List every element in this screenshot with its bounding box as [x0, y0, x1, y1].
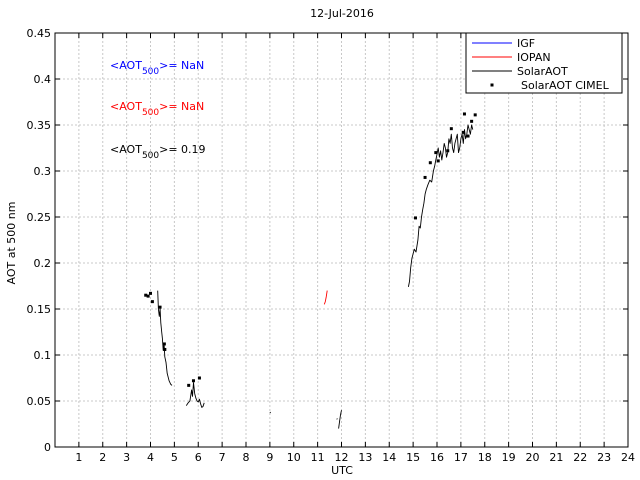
x-tick-label: 9	[266, 451, 273, 464]
series-line-solaraot	[336, 418, 338, 420]
y-axis-label: AOT at 500 nm	[5, 202, 18, 285]
aot-mean-annotation: <AOT500>= NaN	[110, 100, 204, 118]
y-tick-label: 0	[44, 441, 51, 454]
y-tick-label: 0.25	[27, 211, 52, 224]
data-point-solaraot-cimel	[158, 305, 162, 309]
x-tick-label: 17	[454, 451, 468, 464]
grid	[55, 32, 629, 448]
aot-annotation-value: >= NaN	[159, 100, 204, 113]
x-tick-label: 5	[171, 451, 178, 464]
legend-label-iopan: IOPAN	[517, 51, 551, 64]
aot-annotation-prefix: <AOT	[110, 100, 142, 113]
x-axis-label: UTC	[331, 464, 353, 477]
data-point-solaraot-cimel	[434, 151, 438, 155]
aot-mean-annotation: <AOT500>= 0.19	[110, 143, 206, 161]
series-line-solaraot	[338, 410, 342, 429]
data-point-solaraot-cimel	[436, 159, 440, 163]
x-tick-label: 4	[147, 451, 154, 464]
y-tick-label: 0.2	[34, 257, 52, 270]
data-point-solaraot-cimel	[163, 347, 167, 351]
data-point-solaraot-cimel	[428, 161, 432, 165]
data-point-solaraot-cimel	[461, 130, 465, 134]
series-line-solaraot	[269, 411, 271, 414]
data-layer	[144, 112, 477, 429]
legend-label-solaraot: SolarAOT	[517, 65, 568, 78]
x-tick-label: 19	[502, 451, 516, 464]
plot-area	[55, 33, 628, 447]
data-point-solaraot-cimel	[462, 112, 466, 116]
chart-title: 12-Jul-2016	[310, 7, 374, 20]
aot-annotation-subscript: 500	[142, 67, 159, 77]
x-tick-label: 1	[75, 451, 82, 464]
x-tick-label: 13	[358, 451, 372, 464]
aot-annotation-value: >= NaN	[159, 59, 204, 72]
aot-annotation-prefix: <AOT	[110, 143, 142, 156]
data-point-solaraot-cimel	[466, 134, 470, 138]
ticks: 1 2 3 4 5 6 7 8 9 10 11 12 13 14 15 16 17 18 19 20 21 22 23 240…	[27, 27, 636, 464]
x-tick-label: 21	[549, 451, 563, 464]
x-tick-label: 3	[123, 451, 130, 464]
data-point-solaraot-cimel	[162, 342, 166, 346]
data-point-solaraot-cimel	[191, 379, 195, 383]
aot-annotation-subscript: 500	[142, 151, 159, 161]
x-tick-label: 7	[219, 451, 226, 464]
series-line-solaraot	[407, 124, 474, 287]
x-tick-label: 6	[195, 451, 202, 464]
annotations: <AOT500>= NaN<AOT500>= NaN<AOT500>= 0.19	[110, 59, 206, 161]
x-tick-label: 15	[406, 451, 420, 464]
aot-annotation-value: >= 0.19	[159, 143, 205, 156]
data-point-solaraot-cimel	[423, 175, 427, 179]
x-tick-label: 24	[621, 451, 635, 464]
y-tick-label: 0.4	[34, 73, 52, 86]
y-tick-label: 0.35	[27, 119, 52, 132]
aot-mean-annotation: <AOT500>= NaN	[110, 59, 204, 77]
legend-label-igf: IGF	[517, 37, 535, 50]
x-tick-label: 8	[243, 451, 250, 464]
data-point-solaraot-cimel	[473, 113, 477, 117]
x-tick-label: 11	[311, 451, 325, 464]
data-point-solaraot-cimel	[414, 216, 418, 220]
x-tick-label: 12	[335, 451, 349, 464]
series-line-solaraot	[185, 382, 205, 408]
data-point-solaraot-cimel	[149, 291, 152, 295]
y-tick-label: 0.45	[27, 27, 52, 40]
series-line-solaraot	[157, 290, 173, 386]
x-tick-label: 20	[526, 451, 540, 464]
x-tick-label: 23	[597, 451, 611, 464]
data-point-solaraot-cimel	[470, 119, 474, 123]
data-point-solaraot-cimel	[187, 383, 191, 387]
aot-annotation-prefix: <AOT	[110, 59, 142, 72]
data-point-solaraot-cimel	[446, 149, 450, 153]
data-point-solaraot-cimel	[150, 300, 154, 304]
y-tick-label: 0.3	[34, 165, 52, 178]
data-point-solaraot-cimel	[449, 127, 453, 131]
x-tick-label: 16	[430, 451, 444, 464]
x-tick-label: 22	[573, 451, 587, 464]
data-point-solaraot-cimel	[144, 293, 148, 297]
y-tick-label: 0.05	[27, 395, 52, 408]
x-tick-label: 14	[382, 451, 396, 464]
series-line-iopan	[323, 290, 328, 305]
y-tick-label: 0.15	[27, 303, 52, 316]
x-tick-label: 2	[99, 451, 106, 464]
data-point-solaraot-cimel	[197, 376, 201, 380]
y-tick-label: 0.1	[34, 349, 52, 362]
legend-label-solaraot-cimel: SolarAOT CIMEL	[521, 79, 610, 92]
legend-swatch-solaraot-cimel	[490, 83, 494, 87]
aot-annotation-subscript: 500	[142, 108, 159, 118]
data-point-solaraot-cimel	[146, 294, 150, 298]
x-tick-label: 18	[478, 451, 492, 464]
x-tick-label: 10	[287, 451, 301, 464]
